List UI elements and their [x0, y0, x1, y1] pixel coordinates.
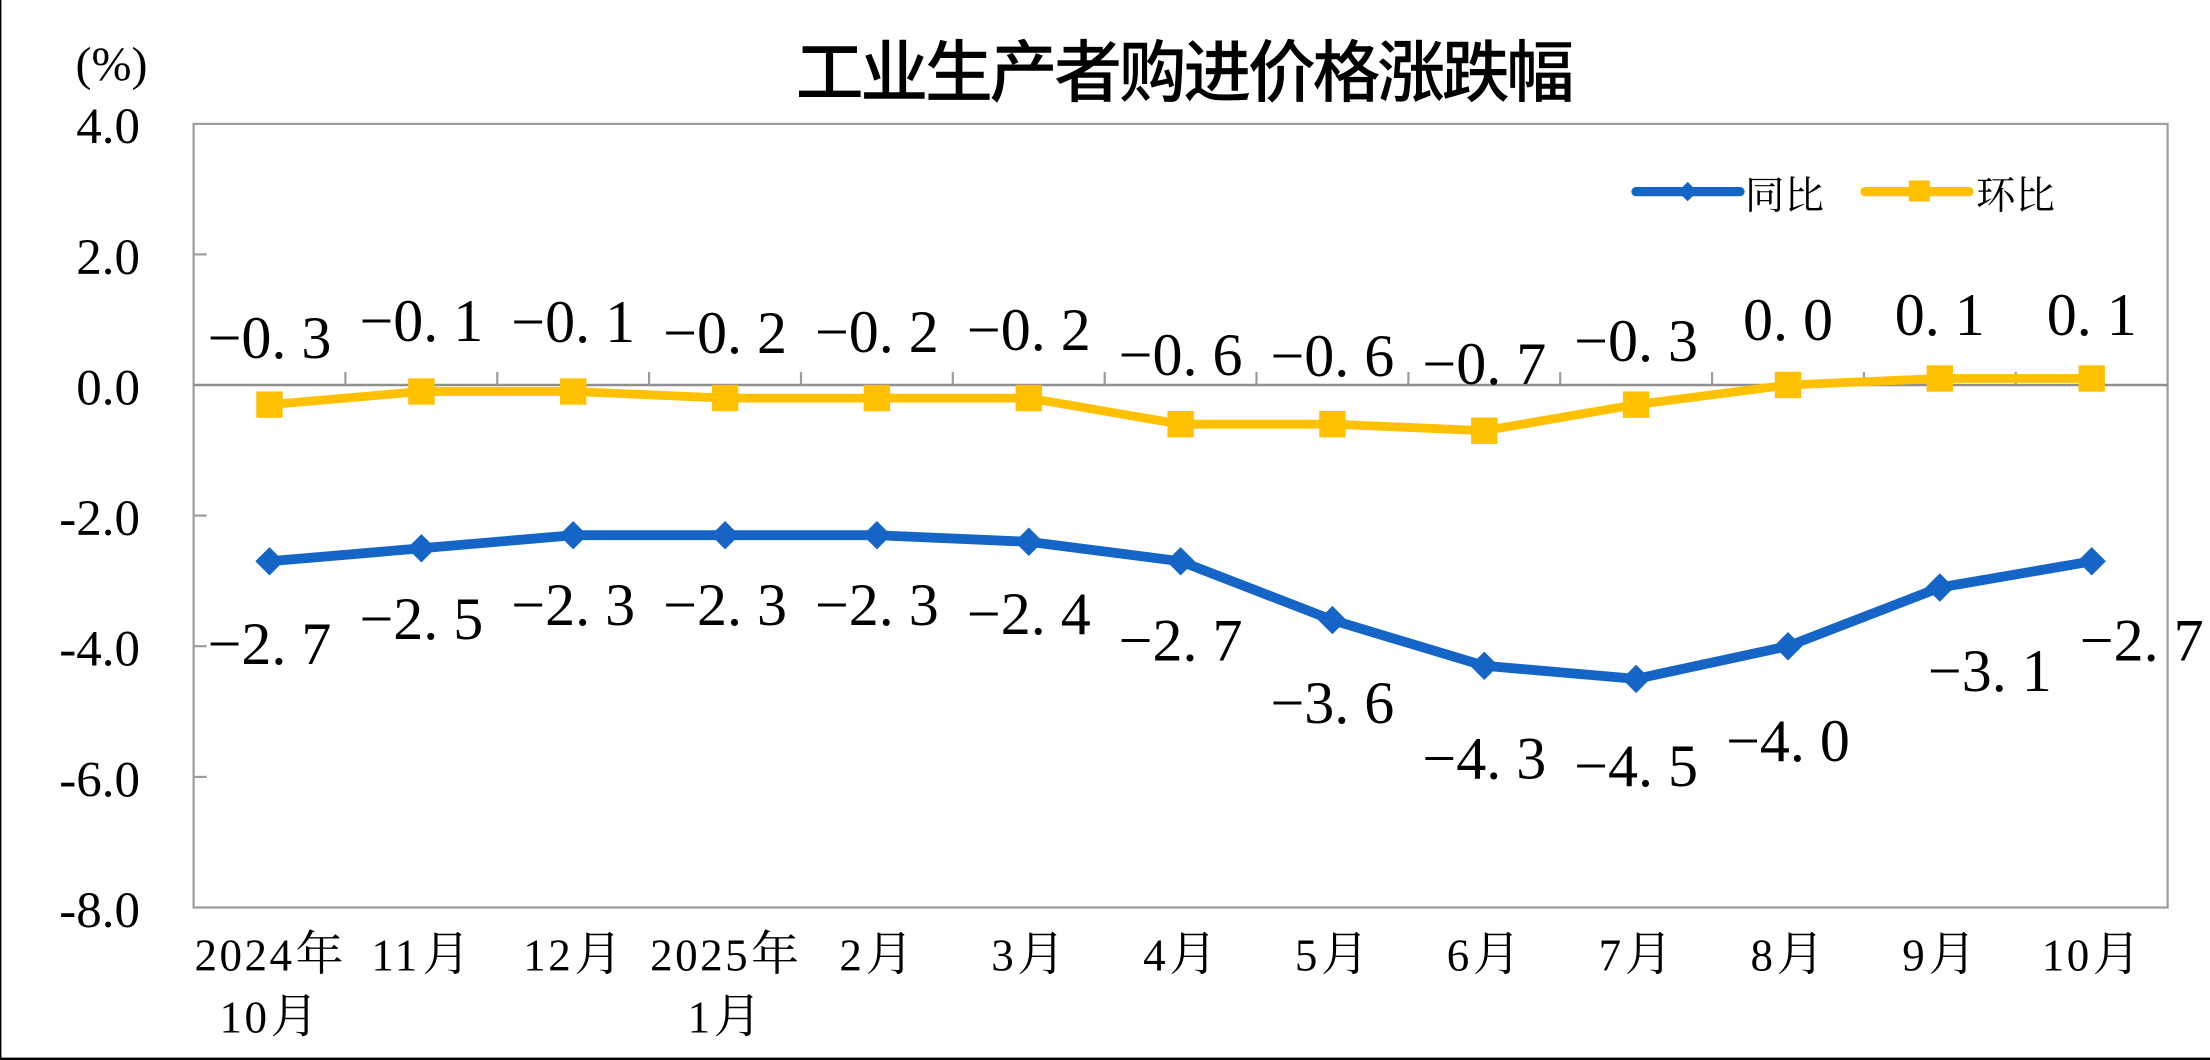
- svg-text:-4.0: -4.0: [59, 622, 140, 678]
- svg-text:−0. 2: −0. 2: [815, 299, 939, 365]
- svg-text:0. 1: 0. 1: [1895, 282, 1985, 348]
- svg-text:9: 9: [1902, 930, 1927, 980]
- svg-text:−2. 7: −2. 7: [208, 611, 332, 677]
- svg-text:−2. 7: −2. 7: [2080, 608, 2204, 674]
- svg-text:−2. 3: −2. 3: [663, 572, 787, 638]
- svg-text:11: 11: [371, 930, 419, 980]
- svg-text:2025: 2025: [650, 930, 750, 980]
- svg-text:3: 3: [991, 930, 1016, 980]
- svg-text:−3. 1: −3. 1: [1928, 638, 2052, 704]
- svg-text:−3. 6: −3. 6: [1270, 670, 1394, 736]
- svg-text:−0. 2: −0. 2: [663, 300, 787, 366]
- svg-text:-8.0: -8.0: [59, 883, 140, 939]
- svg-text:2024: 2024: [195, 930, 295, 980]
- svg-text:(%): (%): [76, 38, 148, 91]
- svg-text:−2. 3: −2. 3: [511, 572, 635, 638]
- svg-text:2: 2: [839, 930, 864, 980]
- svg-text:8: 8: [1751, 930, 1776, 980]
- svg-text:−0. 3: −0. 3: [1574, 308, 1698, 374]
- svg-text:−2. 5: −2. 5: [359, 586, 483, 652]
- svg-text:−0. 1: −0. 1: [511, 289, 635, 355]
- svg-text:−0. 1: −0. 1: [359, 288, 483, 354]
- svg-text:-6.0: -6.0: [59, 752, 140, 808]
- svg-text:−2. 7: −2. 7: [1119, 608, 1243, 674]
- svg-text:-2.0: -2.0: [59, 491, 140, 547]
- svg-text:0. 1: 0. 1: [2047, 282, 2137, 348]
- svg-text:−0. 6: −0. 6: [1270, 323, 1394, 389]
- svg-text:4.0: 4.0: [76, 99, 140, 155]
- svg-text:5: 5: [1295, 930, 1320, 980]
- svg-text:1: 1: [688, 993, 713, 1043]
- svg-text:7: 7: [1599, 930, 1624, 980]
- svg-text:10: 10: [2042, 930, 2092, 980]
- svg-text:0. 0: 0. 0: [1743, 287, 1833, 353]
- svg-text:−0. 2: −0. 2: [967, 297, 1091, 363]
- svg-text:−4. 3: −4. 3: [1422, 726, 1546, 792]
- svg-text:−0. 7: −0. 7: [1422, 331, 1546, 397]
- svg-text:−4. 0: −4. 0: [1726, 708, 1850, 774]
- svg-text:10: 10: [220, 993, 270, 1043]
- svg-text:12: 12: [523, 930, 573, 980]
- svg-text:−0. 3: −0. 3: [208, 305, 332, 371]
- svg-text:6: 6: [1447, 930, 1472, 980]
- svg-text:0.0: 0.0: [76, 360, 140, 416]
- svg-text:4: 4: [1143, 930, 1168, 980]
- svg-text:−4. 5: −4. 5: [1574, 733, 1698, 799]
- svg-text:−2. 4: −2. 4: [967, 581, 1091, 647]
- svg-text:−2. 3: −2. 3: [815, 572, 939, 638]
- svg-text:2.0: 2.0: [76, 230, 140, 286]
- svg-text:−0. 6: −0. 6: [1119, 322, 1243, 388]
